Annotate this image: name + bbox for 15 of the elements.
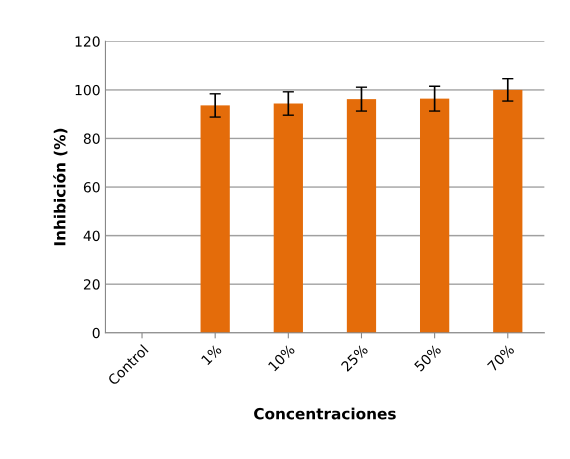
y-tick-label: 120: [76, 36, 100, 47]
y-tick-label: 40: [84, 230, 100, 242]
x-axis-title: Concentraciones: [254, 408, 396, 420]
y-tick-label: 80: [84, 133, 100, 144]
y-axis-title: Inhibición (%): [53, 128, 68, 246]
y-tick-label: 0: [92, 328, 100, 338]
y-tick-label: 20: [84, 279, 100, 290]
x-tick-label: 1%: [200, 344, 222, 366]
bar: [274, 103, 303, 333]
bar: [420, 98, 450, 333]
y-tick-label: 60: [84, 182, 100, 193]
bar: [346, 99, 376, 333]
y-tick-label: 100: [76, 84, 100, 96]
bar: [493, 90, 522, 333]
bar: [200, 105, 230, 333]
